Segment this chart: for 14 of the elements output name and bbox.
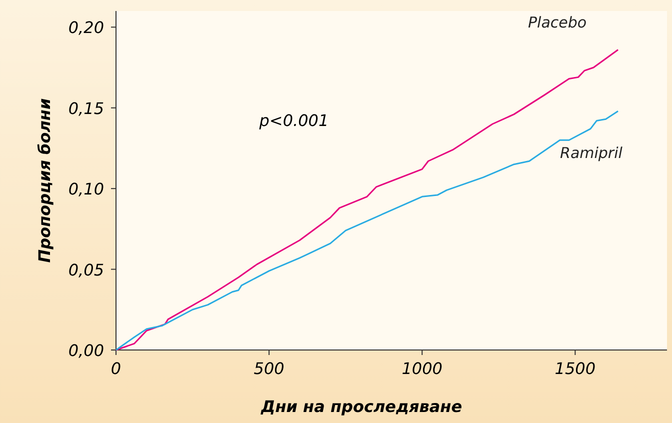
y-tick-label: 0,10 [68, 180, 104, 199]
y-tick-label: 0,05 [68, 260, 104, 280]
text: Placebo [528, 14, 587, 32]
x-tick-label: 500 [254, 359, 284, 378]
annotation: p<0.001 [258, 111, 329, 130]
y-tick-label: 0,00 [68, 341, 104, 360]
y-tick-label: 0,20 [68, 18, 104, 38]
series-label: Ramipril [560, 144, 624, 162]
x-tick-label: 0 [110, 359, 122, 378]
x-tick-label: 1500 [554, 359, 596, 378]
y-axis-title: Пропорция болни [35, 98, 54, 263]
x-tick-label: 1000 [402, 359, 442, 378]
x-axis-title: Дни на проследяване [260, 397, 462, 416]
y-tick-label: 0,15 [68, 98, 104, 118]
